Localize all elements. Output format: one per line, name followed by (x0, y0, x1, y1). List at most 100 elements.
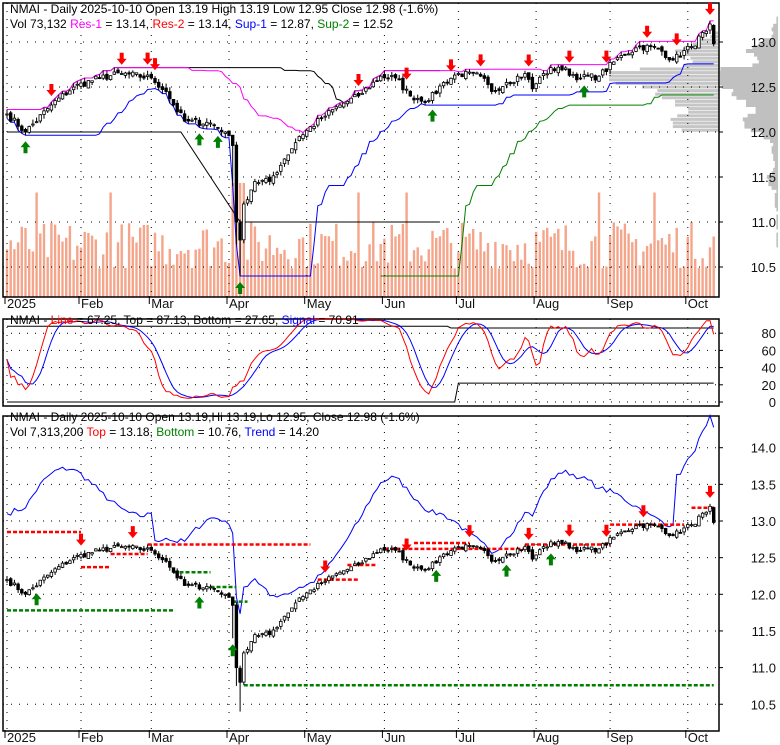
candle-body (75, 83, 79, 86)
volume-bar (35, 192, 38, 297)
candle-body (264, 631, 268, 636)
candle-body (242, 203, 246, 241)
candle-body (179, 575, 183, 579)
candle-body (378, 75, 383, 82)
candle-body (312, 126, 316, 129)
volume-bar (279, 253, 282, 297)
volume-bar (546, 227, 549, 297)
y-tick-label: 10.5 (751, 697, 776, 712)
candle-body (434, 90, 438, 94)
candle-body (641, 523, 646, 528)
candle-body (660, 524, 664, 529)
bottom-value: = 10.76, (194, 425, 244, 439)
candle-body (275, 172, 279, 175)
candle-body (301, 134, 305, 140)
volume-profile-bar (776, 243, 778, 248)
candle-body (700, 32, 705, 38)
volume-bar (116, 242, 120, 297)
candle-body (286, 154, 290, 161)
volume-profile-bar (722, 85, 778, 89)
volume-bar (361, 266, 364, 297)
volume-bar (475, 249, 479, 297)
candle-body (20, 589, 24, 594)
candle-body (23, 129, 28, 133)
candle-body (404, 88, 409, 91)
volume-bar (697, 268, 701, 297)
volume-bar (538, 241, 541, 297)
candle-body (686, 524, 690, 528)
volume-bar (338, 265, 342, 297)
volume-profile-bar (774, 200, 778, 205)
volume-profile-bar (747, 113, 778, 118)
candle-body (704, 511, 708, 515)
candle-body (708, 23, 712, 31)
volume-bar (634, 239, 638, 297)
volume-bar (523, 243, 527, 297)
candle-body (452, 74, 457, 80)
sup2-line (380, 94, 714, 277)
volume-bar (560, 250, 564, 297)
volume-bar (505, 245, 508, 297)
volume-bar (657, 240, 660, 297)
x-tick-label: May (307, 730, 332, 745)
volume-profile-bar (776, 236, 778, 241)
candle-body (449, 550, 453, 556)
volume-bar (83, 231, 86, 297)
candle-body (671, 533, 675, 537)
volume-profile-bar (720, 70, 778, 75)
candle-body (349, 566, 353, 572)
candle-body (68, 560, 72, 564)
volume-bar (224, 262, 227, 297)
volume-bar (201, 230, 205, 297)
candle-body (149, 73, 153, 79)
volume-profile-bar (773, 167, 778, 172)
volume-bar (468, 233, 471, 297)
candle-body (623, 530, 627, 533)
sell-arrow-icon (638, 505, 649, 518)
volume-bar (590, 241, 593, 297)
candle-body (641, 45, 646, 51)
volume-profile-overlay (609, 71, 719, 75)
volume-bar (364, 261, 368, 297)
candle-body (449, 77, 453, 85)
volume-bar (13, 249, 16, 297)
volume-bar (520, 259, 523, 297)
candle-body (8, 578, 13, 586)
candle-body (193, 582, 198, 585)
buy-arrow-icon (194, 133, 205, 146)
volume-profile-bar (720, 67, 778, 71)
volume-bar (131, 236, 134, 297)
volume-profile-bar (766, 175, 778, 179)
volume-profile-bar (776, 16, 778, 21)
candle-body (697, 35, 701, 49)
candle-body (60, 562, 65, 568)
volume-bar (31, 251, 35, 297)
volume-bar (220, 238, 223, 297)
volume-profile-bar (720, 81, 778, 86)
candle-body (230, 596, 235, 606)
candle-body (105, 73, 109, 80)
candle-body (567, 68, 572, 76)
top-label: Top (87, 425, 107, 439)
volume-bar (264, 248, 268, 297)
buy-arrow-icon (31, 593, 42, 606)
candle-body (397, 550, 401, 553)
volume-bar (346, 260, 349, 297)
candle-body (475, 72, 479, 75)
volume-bar (375, 261, 379, 297)
candle-body (319, 117, 324, 120)
volume-bar (423, 261, 427, 297)
volume-bar (660, 238, 664, 297)
volume-bar (65, 237, 68, 297)
buy-arrow-icon (431, 569, 442, 582)
volume-bar (553, 233, 556, 297)
candle-body (282, 615, 287, 621)
x-tick-label: 2025 (7, 730, 36, 745)
candle-body (489, 554, 494, 562)
candle-body (626, 530, 631, 533)
volume-bar (509, 250, 512, 297)
candle-body (168, 560, 172, 568)
candle-body (626, 53, 631, 56)
volume-bar (701, 258, 704, 297)
